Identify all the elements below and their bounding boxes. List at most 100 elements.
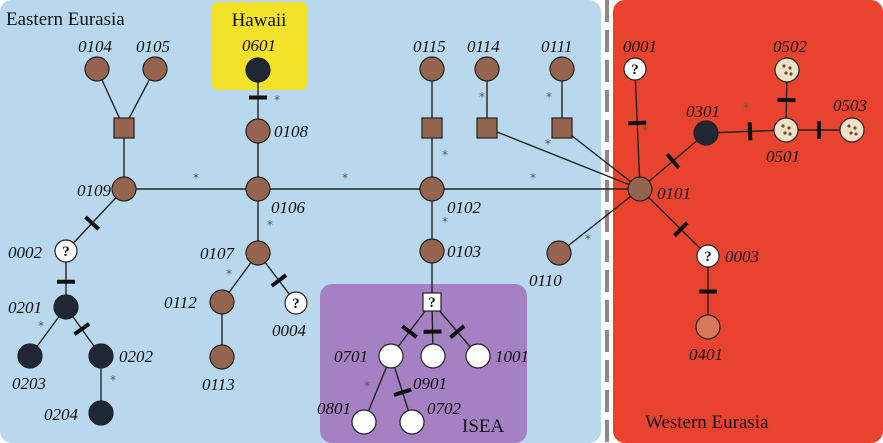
hawaii-label: Hawaii [232, 10, 287, 31]
haplotype-node-0109 [111, 176, 137, 202]
haplotype-node-0102 [419, 176, 445, 202]
mutation-star: * [546, 90, 552, 104]
haplotype-node-1001 [465, 343, 491, 369]
median-vectors: ? [113, 117, 573, 312]
haplotype-label-0501: 0501 [766, 147, 800, 166]
network-edge [486, 127, 641, 190]
haplotype-node-0114 [474, 56, 500, 82]
haplotype-node-0108 [245, 118, 271, 144]
network-edge [558, 188, 641, 254]
mutation-star: * [442, 215, 448, 229]
western-eurasia-label: Western Eurasia [645, 412, 769, 433]
haplotype-node-0112 [209, 289, 235, 315]
mutation-stars: * * * * * * * * * * * * * * * * * [38, 90, 749, 393]
unknown-marker: ? [62, 244, 70, 260]
haplotype-label-0113: 0113 [202, 375, 235, 394]
haplotype-node-0401 [695, 314, 721, 340]
mutation-tick [84, 215, 101, 231]
node-speckle [849, 131, 853, 135]
unknown-marker: ? [704, 249, 712, 265]
haplotype-label-0503: 0503 [833, 96, 867, 115]
haplotype-label-0202: 0202 [119, 347, 154, 366]
node-speckle [788, 66, 792, 70]
node-speckle [782, 64, 786, 68]
node-speckle [854, 132, 858, 136]
mutation-ticks [57, 95, 821, 397]
haplotype-label-0301: 0301 [686, 102, 720, 121]
mutation-star: * [364, 379, 370, 393]
haplotype-node-0101 [627, 176, 653, 202]
haplotype-node-0204 [88, 400, 114, 426]
western-eurasia-region [613, 0, 883, 443]
haplotype-node-0113 [209, 344, 235, 370]
network-edge [705, 129, 787, 134]
hawaii-region [211, 2, 308, 90]
mutation-star: * [342, 171, 348, 185]
haplotype-node-0001 [623, 57, 647, 81]
haplotype-label-0109: 0109 [77, 181, 112, 200]
haplotype-node-0105 [142, 56, 168, 82]
node-speckle [789, 72, 793, 76]
mutation-tick [393, 387, 412, 397]
haplotype-label-0401: 0401 [689, 345, 723, 364]
median-vector-square [421, 117, 443, 139]
haplotype-label-0003: 0003 [725, 247, 759, 266]
haplotype-node-0503 [839, 117, 865, 143]
haplotype-label-0701: 0701 [334, 347, 368, 366]
haplotype-node-0601 [245, 57, 271, 83]
haplotype-label-0801: 0801 [317, 399, 351, 418]
mutation-star: * [110, 373, 116, 387]
haplotype-label-0001: 0001 [623, 37, 657, 56]
unknown-marker: ? [631, 62, 639, 78]
network-edge [634, 68, 641, 190]
median-vector-square [551, 117, 573, 139]
haplotype-label-0101: 0101 [657, 184, 691, 203]
haplotype-label-0502: 0502 [773, 37, 808, 56]
haplotype-label-0105: 0105 [136, 37, 170, 56]
median-vector-square [476, 117, 498, 139]
mutation-star: * [267, 218, 273, 232]
haplotype-nodes: ???? [17, 56, 865, 435]
haplotype-label-0103: 0103 [447, 242, 481, 261]
haplotype-label-0110: 0110 [529, 271, 562, 290]
haplotype-node-0002 [54, 239, 78, 263]
mutation-star: * [585, 232, 591, 246]
haplotype-label-0108: 0108 [274, 122, 309, 141]
network-edge [65, 188, 125, 252]
mutation-star: * [442, 148, 448, 162]
haplotype-label-0002: 0002 [8, 243, 43, 262]
node-speckle [787, 126, 791, 130]
node-speckle [783, 131, 787, 135]
isea-label: ISEA [462, 416, 505, 437]
haplotype-label-0102: 0102 [447, 198, 482, 217]
haplotype-labels: 0104 0105 0601 0108 0109 0106 0107 0112 0113 0004… [8, 36, 867, 424]
haplotype-label-0107: 0107 [200, 244, 236, 263]
haplotype-node-0106 [245, 176, 271, 202]
node-speckle [853, 126, 857, 130]
haplotype-node-0003 [696, 244, 720, 268]
mutation-star: * [38, 319, 44, 333]
haplotype-label-0702: 0702 [427, 399, 462, 418]
eastern-eurasia-label: Eastern Eurasia [6, 9, 125, 30]
haplotype-node-0702 [399, 409, 425, 435]
mutation-tick [401, 324, 418, 339]
mutation-star: * [642, 123, 648, 137]
haplotype-label-1001: 1001 [495, 347, 529, 366]
mutation-tick [449, 324, 466, 340]
haplotype-label-0112: 0112 [164, 293, 197, 312]
haplotype-node-0107 [245, 240, 271, 266]
node-speckle [788, 132, 792, 136]
mutation-tick [747, 122, 753, 141]
haplotype-node-0801 [351, 409, 377, 435]
mutation-star: * [530, 171, 536, 185]
mutation-star: * [226, 267, 232, 281]
mutation-star: * [193, 171, 199, 185]
haplotype-node-0104 [84, 56, 110, 82]
mutation-star: * [743, 101, 749, 115]
haplotype-label-0104: 0104 [78, 37, 113, 56]
mutation-star: * [274, 93, 280, 107]
network-edge [639, 188, 709, 257]
mutation-star: * [545, 137, 551, 151]
haplotype-label-0111: 0111 [541, 37, 572, 56]
